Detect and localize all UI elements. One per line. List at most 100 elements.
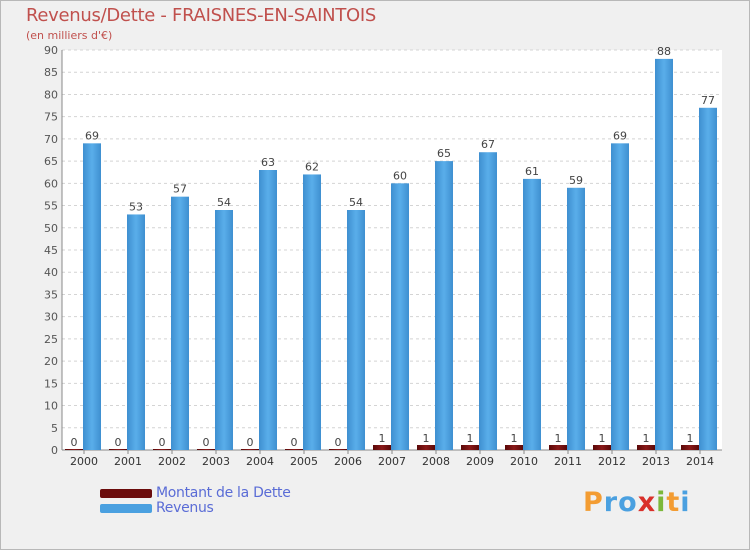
y-tick-label: 40 xyxy=(44,266,58,279)
bar-dette xyxy=(373,445,391,450)
logo-letter: x xyxy=(637,487,657,518)
logo-letter: t xyxy=(666,487,681,518)
x-tick-label: 2006 xyxy=(334,455,362,468)
bar-revenus xyxy=(567,187,585,450)
y-tick-label: 10 xyxy=(44,400,58,413)
bar-dette xyxy=(417,445,435,450)
y-tick-label: 80 xyxy=(44,88,58,101)
bar-dette xyxy=(593,445,611,450)
y-tick-label: 30 xyxy=(44,311,58,324)
y-tick-label: 45 xyxy=(44,244,58,257)
y-tick-label: 35 xyxy=(44,288,58,301)
y-tick-label: 85 xyxy=(44,66,58,79)
x-tick-label: 2007 xyxy=(378,455,406,468)
data-label-dette: 0 xyxy=(203,436,210,449)
bar-revenus xyxy=(127,214,145,450)
x-tick-label: 2011 xyxy=(554,455,582,468)
data-label-dette: 1 xyxy=(423,432,430,445)
x-tick-label: 2005 xyxy=(290,455,318,468)
legend-label-dette: Montant de la Dette xyxy=(156,485,291,501)
y-tick-label: 50 xyxy=(44,222,58,235)
bar-revenus xyxy=(215,210,233,450)
x-tick-label: 2009 xyxy=(466,455,494,468)
y-tick-label: 15 xyxy=(44,377,58,390)
data-label-revenus: 54 xyxy=(217,196,231,209)
bar-dette xyxy=(681,445,699,450)
data-label-dette: 0 xyxy=(291,436,298,449)
bar-revenus xyxy=(699,107,717,451)
data-label-dette: 1 xyxy=(555,432,562,445)
bar-dette xyxy=(109,449,127,450)
bar-dette xyxy=(329,449,347,450)
x-tick-label: 2012 xyxy=(598,455,626,468)
bar-dette xyxy=(241,449,259,450)
data-label-revenus: 57 xyxy=(173,183,187,196)
x-tick-label: 2002 xyxy=(158,455,186,468)
data-label-dette: 1 xyxy=(511,432,518,445)
bar-dette xyxy=(153,449,171,450)
x-tick-label: 2013 xyxy=(642,455,670,468)
data-label-dette: 1 xyxy=(379,432,386,445)
bar-revenus xyxy=(83,143,101,451)
data-label-revenus: 62 xyxy=(305,160,319,173)
data-label-revenus: 67 xyxy=(481,138,495,151)
y-tick-label: 70 xyxy=(44,133,58,146)
bar-revenus xyxy=(655,58,673,451)
data-label-revenus: 77 xyxy=(701,94,715,107)
y-tick-label: 25 xyxy=(44,333,58,346)
bar-revenus xyxy=(259,170,277,450)
bar-revenus xyxy=(435,161,453,450)
data-label-revenus: 65 xyxy=(437,147,451,160)
legend-swatch-dette xyxy=(100,489,152,498)
data-label-revenus: 60 xyxy=(393,169,407,182)
y-tick-label: 20 xyxy=(44,355,58,368)
data-label-revenus: 69 xyxy=(613,129,627,142)
x-tick-label: 2004 xyxy=(246,455,274,468)
data-label-dette: 1 xyxy=(687,432,694,445)
data-label-revenus: 63 xyxy=(261,156,275,169)
bar-dette xyxy=(65,449,83,450)
bar-revenus xyxy=(611,143,629,451)
y-tick-label: 60 xyxy=(44,177,58,190)
data-label-dette: 1 xyxy=(643,432,650,445)
bar-dette xyxy=(461,445,479,450)
logo-letter: i xyxy=(680,487,691,518)
x-tick-label: 2000 xyxy=(70,455,98,468)
data-label-revenus: 54 xyxy=(349,196,363,209)
x-tick-label: 2008 xyxy=(422,455,450,468)
data-label-revenus: 61 xyxy=(525,165,539,178)
x-tick-label: 2001 xyxy=(114,455,142,468)
data-label-dette: 0 xyxy=(247,436,254,449)
bar-revenus xyxy=(347,210,365,450)
bar-dette xyxy=(505,445,523,450)
legend-swatch-revenus xyxy=(100,504,152,513)
logo-letter: r xyxy=(603,487,619,518)
x-tick-label: 2010 xyxy=(510,455,538,468)
y-tick-label: 90 xyxy=(44,44,58,57)
x-tick-label: 2003 xyxy=(202,455,230,468)
data-label-revenus: 59 xyxy=(569,174,583,187)
y-tick-label: 5 xyxy=(51,422,58,435)
data-label-dette: 0 xyxy=(159,436,166,449)
chart-subtitle: (en milliers d'€) xyxy=(26,29,113,42)
logo-letter: P xyxy=(583,487,604,518)
bar-revenus xyxy=(523,178,541,450)
data-label-revenus: 88 xyxy=(657,45,671,58)
bar-dette xyxy=(197,449,215,450)
data-label-revenus: 53 xyxy=(129,200,143,213)
y-tick-label: 0 xyxy=(51,444,58,457)
bar-revenus xyxy=(303,174,321,450)
data-label-dette: 0 xyxy=(115,436,122,449)
data-label-dette: 1 xyxy=(467,432,474,445)
data-label-revenus: 69 xyxy=(85,129,99,142)
logo-letter: o xyxy=(618,487,638,518)
y-tick-label: 75 xyxy=(44,111,58,124)
y-tick-label: 65 xyxy=(44,155,58,168)
proxiti-logo[interactable]: Proxiti xyxy=(583,487,691,518)
legend-label-revenus: Revenus xyxy=(156,500,214,516)
bar-revenus xyxy=(391,183,409,451)
data-label-dette: 0 xyxy=(71,436,78,449)
bar-revenus xyxy=(479,152,497,450)
y-tick-label: 55 xyxy=(44,200,58,213)
